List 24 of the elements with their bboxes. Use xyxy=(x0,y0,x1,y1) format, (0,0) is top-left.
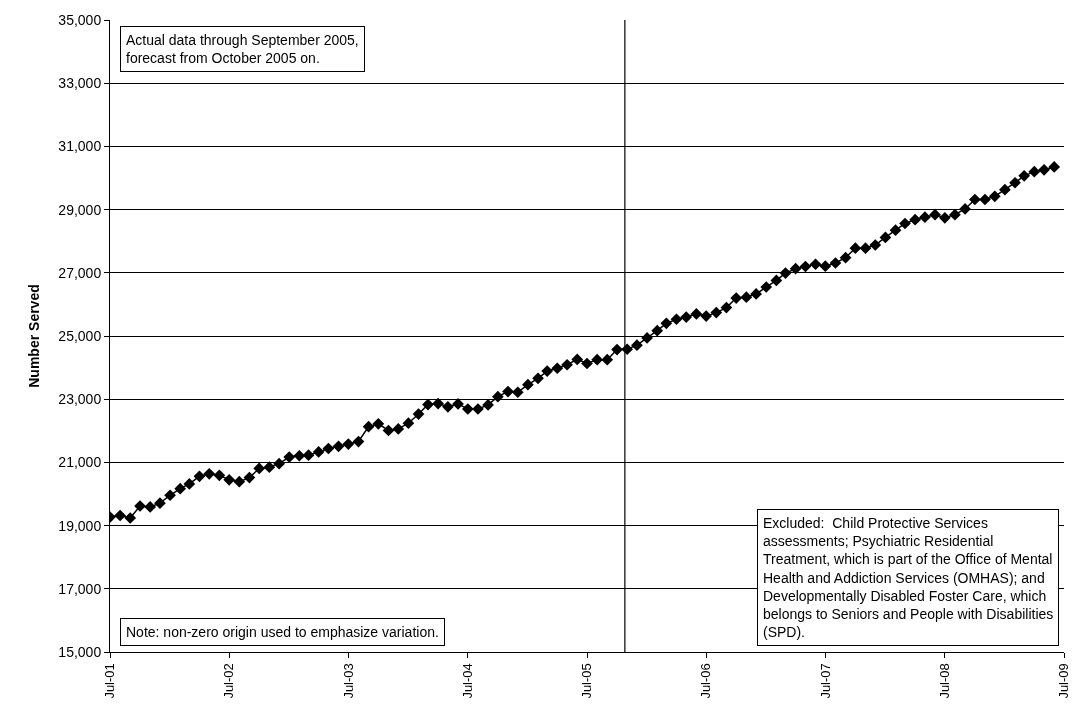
y-tick-label: 23,000 xyxy=(58,391,102,408)
x-tick-label: Jul-03 xyxy=(340,663,356,699)
x-tick-label: Jul-07 xyxy=(817,663,833,699)
y-tick-label: 17,000 xyxy=(58,580,102,597)
x-tick-label: Jul-02 xyxy=(221,663,237,699)
y-tick-label: 21,000 xyxy=(58,454,102,471)
x-tick-label: Jul-08 xyxy=(937,663,953,699)
y-tick-label: 15,000 xyxy=(58,643,102,660)
y-tick-label: 29,000 xyxy=(58,201,102,218)
y-tick-label: 33,000 xyxy=(58,75,102,92)
y-tick-label: 19,000 xyxy=(58,517,102,534)
x-tick-label: Jul-04 xyxy=(460,663,476,699)
annotation: Excluded: Child Protective Services assessments; Psychiatric Residential Treatment, which is part of the Office of Mental Health and Addiction Services (OMHAS); and Developmentally Disabled Foster Care, which belongs to Seniors and People with Disabilities (SPD). xyxy=(763,515,1054,641)
y-tick-label: 35,000 xyxy=(58,11,102,28)
x-tick-label: Jul-05 xyxy=(579,663,595,699)
x-tick-label: Jul-09 xyxy=(1056,663,1072,699)
annotation: Actual data through September 2005, forecast from October 2005 on. xyxy=(126,32,359,67)
y-tick-label: 25,000 xyxy=(58,327,102,344)
y-tick-label: 31,000 xyxy=(58,138,102,155)
y-axis-title: Number Served xyxy=(25,284,42,388)
x-tick-label: Jul-06 xyxy=(698,663,714,699)
annotation: Note: non-zero origin used to emphasize variation. xyxy=(126,624,439,640)
y-tick-label: 27,000 xyxy=(58,264,102,281)
x-tick-label: Jul-01 xyxy=(102,663,118,699)
